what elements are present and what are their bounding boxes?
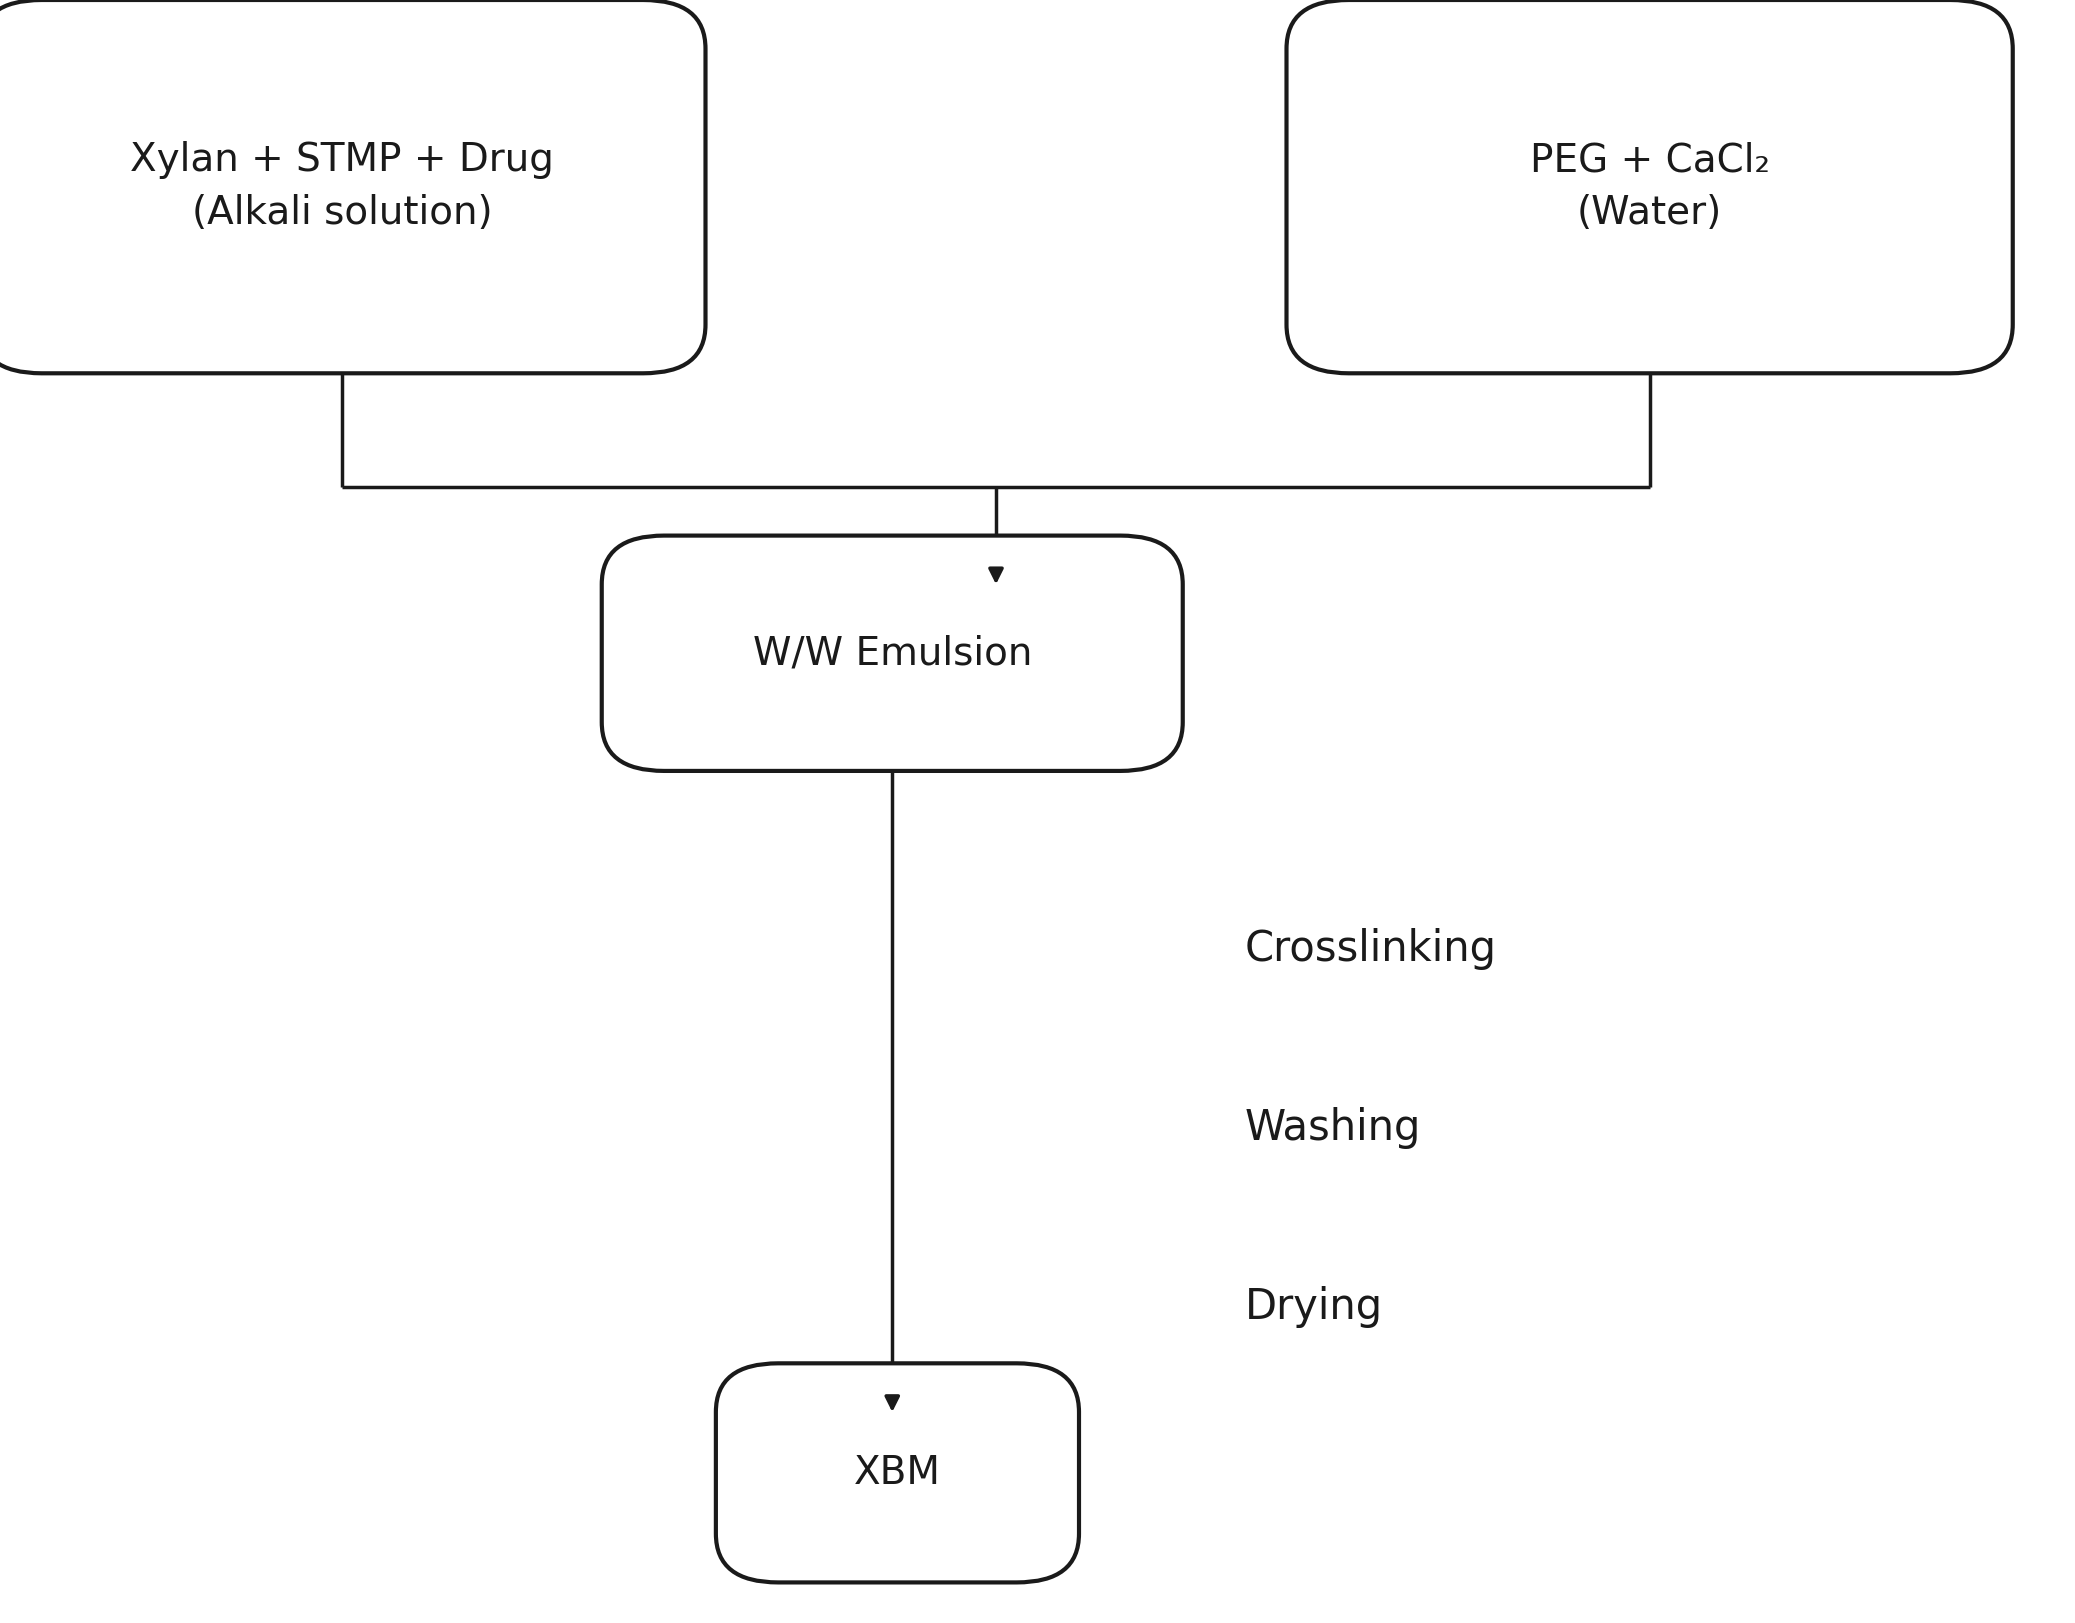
FancyBboxPatch shape	[716, 1363, 1079, 1582]
Text: PEG + CaCl₂
(Water): PEG + CaCl₂ (Water)	[1529, 141, 1770, 232]
Text: Drying: Drying	[1245, 1285, 1384, 1328]
Text: Xylan + STMP + Drug
(Alkali solution): Xylan + STMP + Drug (Alkali solution)	[131, 141, 554, 232]
FancyBboxPatch shape	[0, 0, 706, 373]
Text: XBM: XBM	[855, 1454, 940, 1492]
Text: Crosslinking: Crosslinking	[1245, 928, 1496, 971]
Text: W/W Emulsion: W/W Emulsion	[753, 635, 1031, 672]
Text: Washing: Washing	[1245, 1107, 1421, 1149]
FancyBboxPatch shape	[1286, 0, 2013, 373]
FancyBboxPatch shape	[602, 536, 1183, 771]
